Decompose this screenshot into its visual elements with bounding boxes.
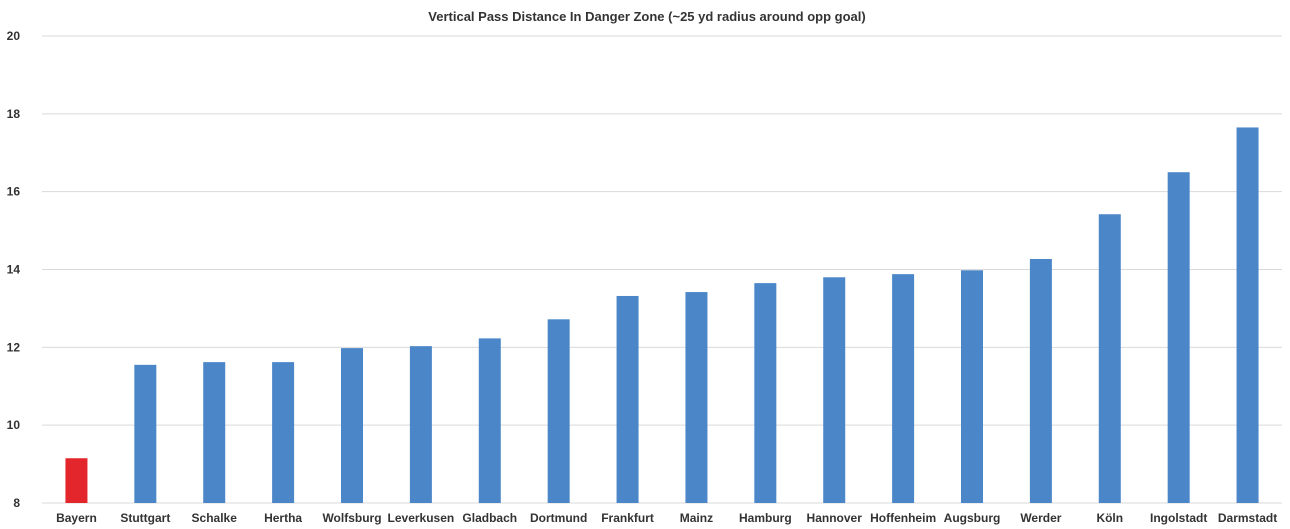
bar-hamburg [754, 283, 777, 503]
x-tick-label: Hannover [807, 511, 863, 525]
x-tick-label: Mainz [680, 511, 713, 525]
chart-title: Vertical Pass Distance In Danger Zone (~… [428, 9, 865, 24]
y-tick-label: 8 [13, 496, 20, 510]
bar-leverkusen [409, 346, 432, 503]
x-tick-label: Augsburg [944, 511, 1001, 525]
bars [65, 127, 1259, 504]
bar-hertha [272, 362, 295, 503]
y-tick-label: 18 [7, 107, 21, 121]
x-tick-label: Wolfsburg [322, 511, 381, 525]
x-tick-label: Köln [1096, 511, 1123, 525]
bar-k-ln [1098, 214, 1121, 503]
bar-augsburg [961, 270, 983, 503]
x-tick-label: Darmstadt [1218, 511, 1277, 525]
bar-hannover [823, 277, 846, 503]
bar-wolfsburg [341, 348, 363, 503]
x-tick-label: Ingolstadt [1150, 511, 1207, 525]
x-tick-label: Stuttgart [120, 511, 170, 525]
x-tick-label: Frankfurt [601, 511, 654, 525]
x-tick-label: Bayern [56, 511, 97, 525]
y-tick-label: 14 [7, 263, 21, 277]
x-tick-label: Gladbach [462, 511, 517, 525]
bar-schalke [203, 362, 226, 503]
x-tick-label: Hamburg [739, 511, 792, 525]
x-tick-label: Leverkusen [388, 511, 455, 525]
y-tick-label: 10 [7, 418, 21, 432]
bar-ingolstadt [1167, 172, 1190, 504]
bar-stuttgart [134, 364, 157, 503]
x-tick-label: Dortmund [530, 511, 587, 525]
bar-darmstadt [1236, 127, 1259, 504]
bar-hoffenheim [892, 274, 915, 503]
bar-dortmund [547, 319, 570, 503]
x-tick-label: Werder [1020, 511, 1061, 525]
gridlines [42, 35, 1282, 504]
bar-frankfurt [616, 295, 639, 503]
x-tick-label: Hoffenheim [870, 511, 936, 525]
y-tick-label: 12 [7, 340, 21, 354]
bar-bayern [65, 458, 88, 503]
y-tick-label: 20 [7, 29, 21, 43]
x-tick-label: Hertha [264, 511, 302, 525]
bar-mainz [685, 292, 708, 503]
y-tick-label: 16 [7, 185, 21, 199]
y-axis-ticks: 8 10 12 14 16 18 20 [7, 29, 21, 510]
x-axis-labels: Bayern Stuttgart Schalke Hertha Wolfsburg Lev… [56, 511, 1277, 525]
x-tick-label: Schalke [192, 511, 238, 525]
bar-werder [1029, 258, 1052, 503]
bar-gladbach [478, 338, 501, 503]
